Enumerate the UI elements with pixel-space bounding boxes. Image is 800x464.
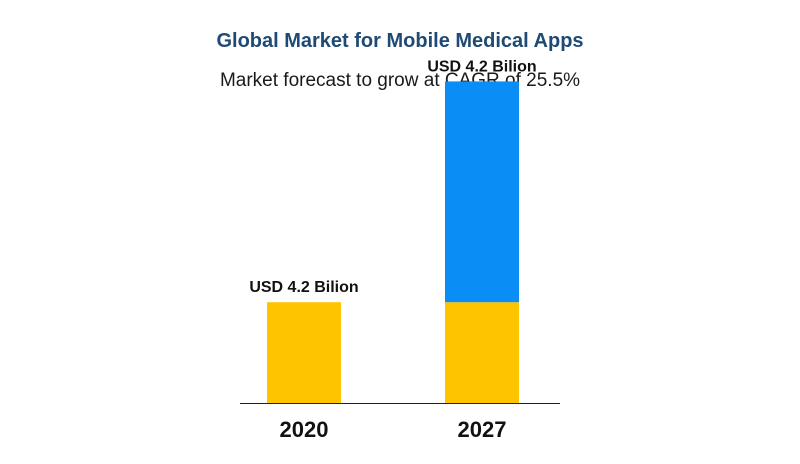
bar-2027-growth bbox=[445, 81, 519, 303]
data-label-2027: USD 4.2 Bilion bbox=[427, 58, 536, 75]
data-label-2020: USD 4.2 Bilion bbox=[249, 279, 358, 296]
bar-2027-base bbox=[445, 302, 519, 403]
x-tick-label-2020: 2020 bbox=[280, 417, 329, 442]
bar-2020-base bbox=[267, 302, 341, 403]
chart-title: Global Market for Mobile Medical Apps bbox=[216, 30, 584, 52]
x-tick-label-2027: 2027 bbox=[458, 417, 507, 442]
